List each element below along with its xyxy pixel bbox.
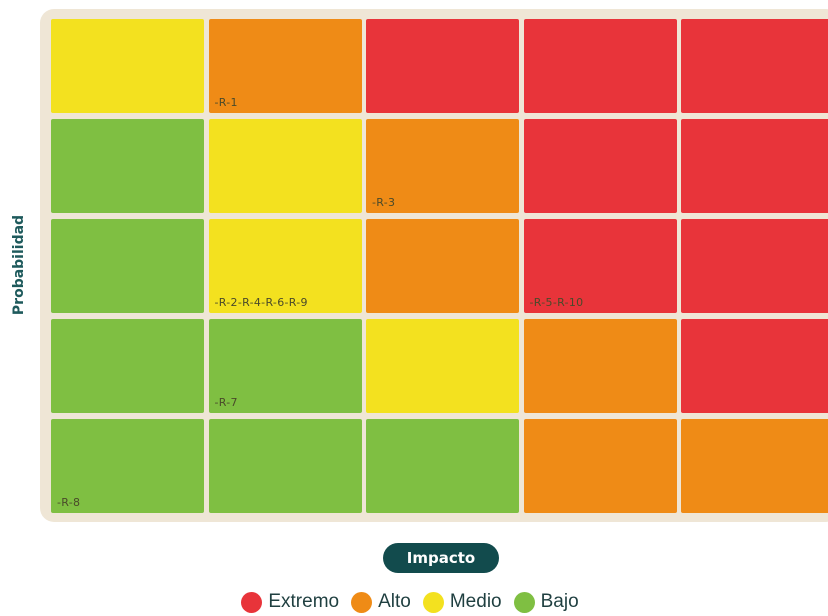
matrix-cell [523,119,677,213]
legend-item: Medio [422,591,510,613]
matrix-cell: -R-3 [366,119,519,213]
legend-item: Extremo [241,591,347,613]
matrix-cell [366,219,519,313]
matrix-cell [681,219,828,313]
matrix-cell [51,319,204,413]
matrix-cell [208,119,362,213]
matrix-cell [208,419,362,513]
y-axis-label: Probabilidad [11,214,27,316]
cell-risk-label: -R-7 [214,396,238,409]
matrix-cell: -R-2-R-4-R-6-R-9 [208,219,362,313]
legend-swatch-icon [422,591,444,613]
cell-risk-label: -R-8 [57,496,81,509]
legend-label: Alto [378,591,411,612]
matrix-cell [681,119,828,213]
matrix-cell [366,419,519,513]
matrix-cell: -R-5-R-10 [523,219,677,313]
matrix-cell [523,319,677,413]
x-axis-label: Impacto [383,543,499,573]
matrix-cell [523,419,677,513]
cell-risk-label: -R-5-R-10 [529,296,584,309]
legend-swatch-icon [241,591,263,613]
legend-label: Extremo [268,591,340,612]
matrix-cell [366,319,519,413]
legend-swatch-icon [513,591,535,613]
matrix-cell [681,419,828,513]
matrix-cell [523,19,677,113]
matrix-cell [681,319,828,413]
matrix-cell [681,19,828,113]
legend: Extremo Alto Medio Bajo [0,589,828,615]
cell-risk-label: -R-1 [214,96,238,109]
legend-swatch-icon [351,591,373,613]
matrix-cell: -R-1 [208,19,362,113]
matrix-cell [51,119,204,213]
matrix-cell: -R-7 [208,319,362,413]
cell-risk-label: -R-2-R-4-R-6-R-9 [214,296,308,309]
matrix-cell [51,219,204,313]
legend-item: Bajo [513,591,587,613]
matrix-cell [51,19,204,113]
legend-label: Medio [449,591,502,612]
legend-label: Bajo [540,591,579,612]
matrix-cell: -R-8 [51,419,204,513]
matrix-cell [366,19,519,113]
legend-item: Alto [351,591,419,613]
cell-risk-label: -R-3 [372,196,396,209]
